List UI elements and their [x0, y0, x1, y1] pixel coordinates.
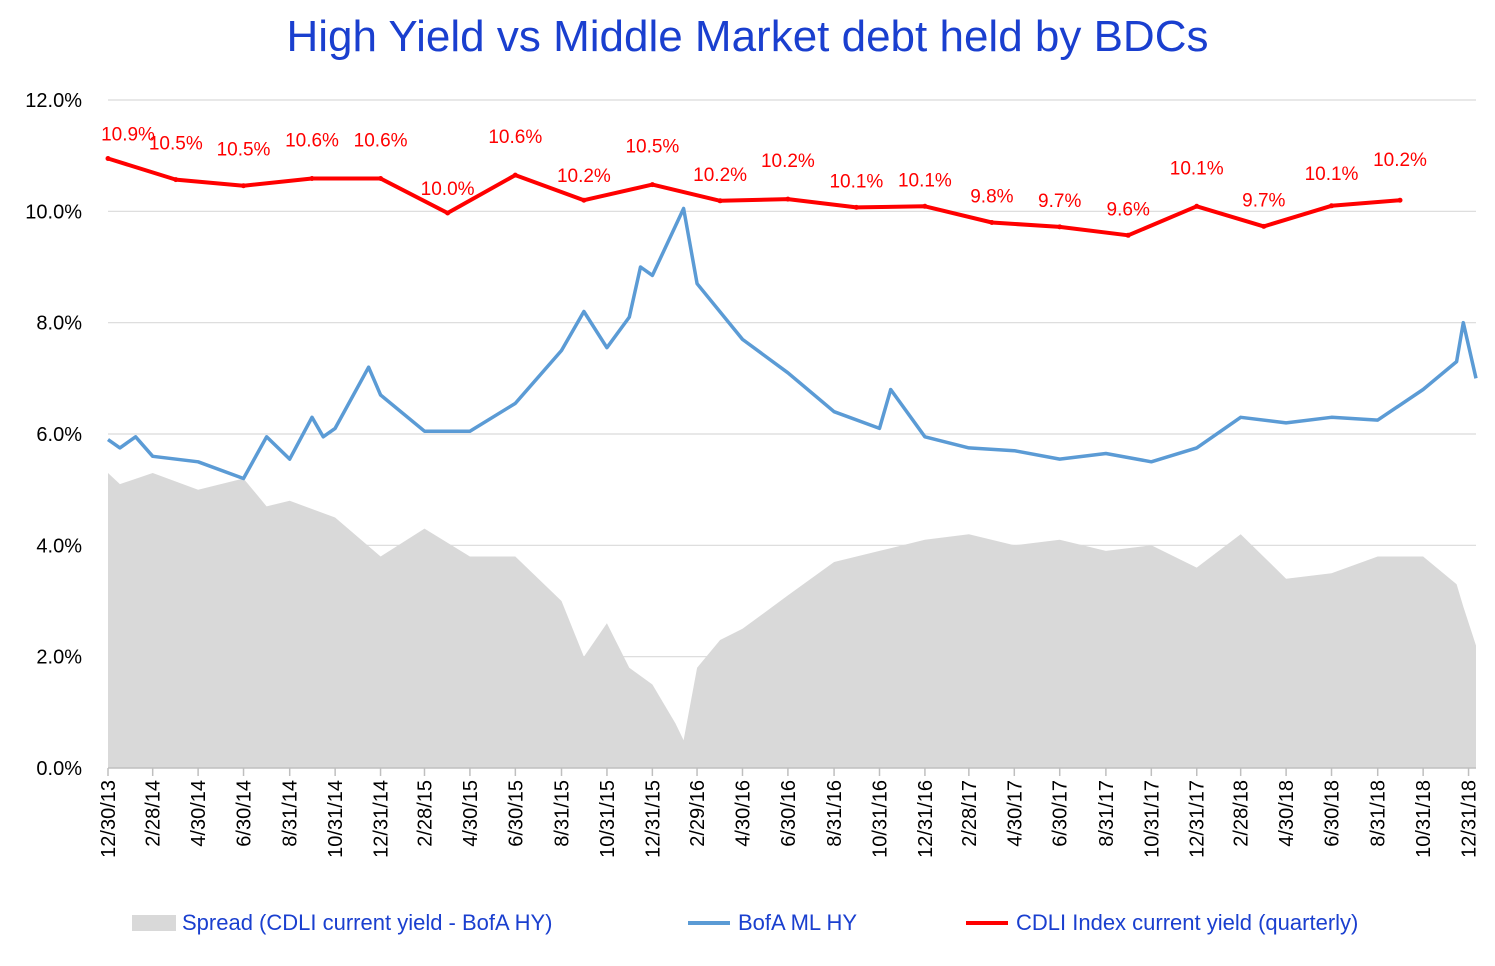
x-tick-label: 8/31/17 — [1096, 780, 1118, 847]
legend: Spread (CDLI current yield - BofA HY) Bo… — [0, 910, 1495, 950]
x-tick-label: 6/30/14 — [234, 780, 256, 847]
cdli-data-label: 9.7% — [1242, 190, 1285, 211]
cdli-point — [581, 197, 587, 203]
cdli-point — [241, 183, 246, 189]
cdli-point — [717, 198, 723, 204]
x-tick-label: 4/30/15 — [460, 780, 482, 847]
cdli-data-label: 10.6% — [285, 131, 339, 152]
cdli-data-label: 9.8% — [970, 187, 1013, 208]
cdli-line — [107, 156, 1401, 238]
x-tick-label: 10/31/14 — [325, 780, 347, 858]
cdli-point — [853, 204, 859, 210]
spread-area — [108, 473, 1476, 768]
cdli-data-label: 10.1% — [829, 171, 883, 192]
cdli-line-series — [107, 156, 1401, 238]
x-tick-label: 2/29/16 — [687, 780, 709, 847]
x-tick-label: 6/30/16 — [778, 780, 800, 847]
cdli-point — [1329, 203, 1334, 209]
y-tick-label: 10.0% — [25, 201, 82, 223]
x-tick-label: 2/28/14 — [143, 780, 165, 847]
legend-swatch-cdli — [966, 921, 1008, 925]
legend-label-spread: Spread (CDLI current yield - BofA HY) — [182, 910, 553, 935]
y-axis: 0.0% 2.0% 4.0% 6.0% 8.0% 10.0% 12.0% — [25, 90, 82, 780]
cdli-point — [1125, 232, 1131, 238]
cdli-point — [785, 196, 791, 202]
x-tick-label: 10/31/16 — [870, 780, 892, 858]
legend-label-hy: BofA ML HY — [738, 910, 858, 935]
x-tick-label: 10/31/18 — [1413, 780, 1435, 858]
cdli-data-label: 10.5% — [625, 137, 679, 158]
x-tick-label: 10/31/17 — [1141, 780, 1163, 858]
legend-item-spread: Spread (CDLI current yield - BofA HY) — [132, 910, 552, 936]
x-tick-label: 12/30/13 — [98, 780, 120, 858]
bofa-hy-line-series — [106, 206, 1478, 481]
cdli-point — [105, 156, 111, 161]
bofa-hy-line — [106, 206, 1478, 481]
cdli-point — [1397, 197, 1403, 203]
cdli-data-label: 10.6% — [488, 127, 542, 148]
x-tick-label: 4/30/14 — [188, 780, 210, 847]
x-tick-label: 12/31/15 — [642, 780, 664, 858]
cdli-point — [173, 177, 179, 183]
cdli-data-label: 10.5% — [217, 140, 271, 161]
x-tick-label: 8/31/16 — [824, 780, 846, 847]
x-tick-label: 8/31/14 — [280, 780, 302, 847]
cdli-point — [512, 172, 518, 178]
x-tick-label: 8/31/15 — [552, 780, 574, 847]
x-tick-label: 12/31/18 — [1459, 780, 1481, 858]
y-tick-label: 12.0% — [25, 90, 82, 112]
cdli-data-label: 9.6% — [1107, 199, 1150, 220]
cdli-data-label: 10.0% — [421, 179, 475, 200]
x-tick-label: 4/30/17 — [1004, 780, 1026, 847]
legend-item-hy: BofA ML HY — [688, 910, 857, 936]
x-tick-label: 4/30/18 — [1276, 780, 1298, 847]
y-tick-label: 2.0% — [36, 647, 82, 669]
cdli-data-label: 10.1% — [1305, 164, 1359, 185]
y-tick-label: 8.0% — [36, 313, 82, 335]
cdli-point — [445, 210, 451, 216]
x-tick-label: 12/31/17 — [1187, 780, 1209, 858]
cdli-data-label: 10.1% — [898, 170, 952, 191]
legend-item-cdli: CDLI Index current yield (quarterly) — [966, 910, 1358, 936]
x-axis: 12/30/13 2/28/14 4/30/14 6/30/14 8/31/14 10/3… — [98, 767, 1481, 858]
cdli-data-label: 10.2% — [1373, 150, 1427, 171]
cdli-point — [1194, 203, 1200, 209]
y-tick-label: 6.0% — [36, 424, 82, 446]
spread-area-series — [108, 473, 1476, 768]
cdli-point — [989, 220, 995, 225]
cdli-data-label: 10.5% — [149, 134, 203, 155]
legend-swatch-hy — [688, 921, 730, 925]
cdli-point — [1057, 224, 1063, 230]
cdli-data-label: 9.7% — [1038, 191, 1081, 212]
cdli-data-label: 10.2% — [761, 151, 815, 172]
x-tick-label: 8/31/18 — [1368, 780, 1390, 847]
cdli-point — [649, 182, 655, 188]
y-tick-label: 0.0% — [36, 758, 82, 780]
x-tick-label: 6/30/15 — [505, 780, 527, 847]
x-tick-label: 2/28/17 — [959, 780, 981, 847]
cdli-data-label: 10.9% — [101, 125, 155, 146]
x-tick-label: 12/31/16 — [915, 780, 937, 858]
x-tick-label: 2/28/15 — [415, 780, 437, 847]
cdli-data-label: 10.2% — [693, 165, 747, 186]
x-tick-label: 4/30/16 — [733, 780, 755, 847]
cdli-point — [378, 176, 384, 181]
y-tick-label: 4.0% — [36, 535, 82, 557]
cdli-data-label: 10.6% — [354, 131, 408, 152]
x-tick-label: 12/31/14 — [371, 780, 393, 858]
cdli-point — [922, 203, 928, 209]
cdli-point — [1261, 223, 1267, 229]
chart-canvas: 10.9%10.5% 10.5% 10.6% 10.6%10.0%10.6%10.2%… — [25, 90, 1481, 858]
x-tick-label: 10/31/15 — [597, 780, 619, 858]
x-tick-label: 6/30/17 — [1050, 780, 1072, 847]
cdli-data-label: 10.2% — [557, 166, 611, 187]
chart-title: High Yield vs Middle Market debt held by… — [286, 12, 1209, 61]
legend-swatch-spread — [132, 915, 176, 931]
cdli-point — [309, 176, 315, 181]
x-tick-label: 2/28/18 — [1231, 780, 1253, 847]
cdli-data-label: 10.1% — [1170, 158, 1224, 179]
legend-label-cdli: CDLI Index current yield (quarterly) — [1016, 910, 1359, 935]
cdli-data-labels: 10.9%10.5% 10.5% 10.6% 10.6%10.0%10.6%10.2%… — [101, 125, 1427, 238]
x-tick-label: 6/30/18 — [1322, 780, 1344, 847]
